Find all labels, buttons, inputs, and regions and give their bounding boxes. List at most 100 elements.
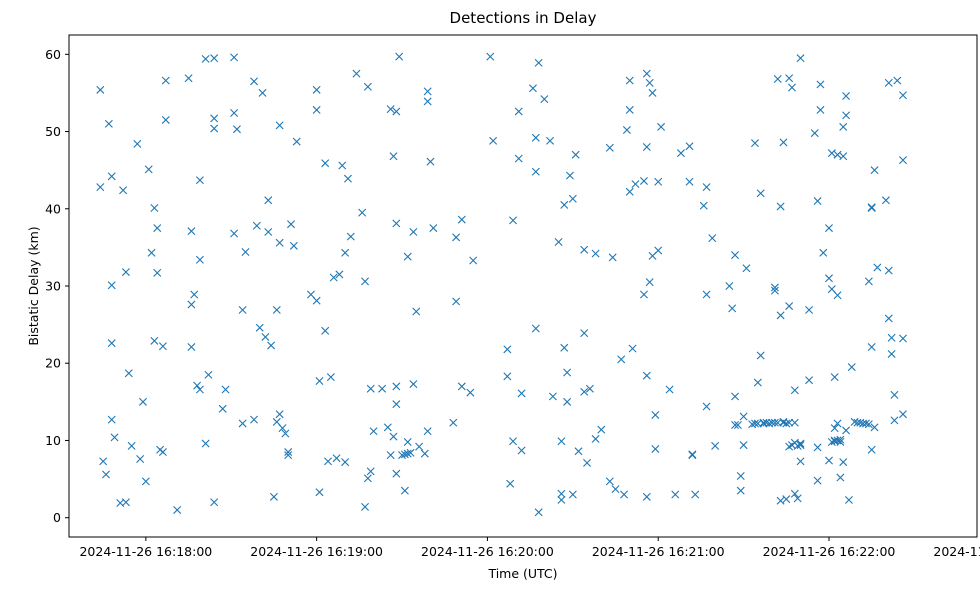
data-point [366,384,375,393]
data-point [839,458,848,467]
data-point [341,458,350,467]
data-point [833,419,842,428]
data-point [870,423,879,432]
data-point [699,201,708,210]
data-point [622,126,631,134]
y-tick-label: 0 [53,510,61,525]
data-point [620,490,629,499]
data-point [731,392,740,401]
data-point [665,385,674,394]
data-point [787,83,796,92]
data-point [742,264,751,273]
data-point [107,415,116,424]
data-point [739,412,748,421]
data-point [250,415,259,424]
chart-title: Detections in Delay [450,9,597,27]
data-point [756,189,765,198]
data-point [187,300,196,309]
data-point [392,400,401,409]
data-point [210,498,219,507]
data-point [153,224,162,233]
data-point [398,451,407,460]
data-point [409,227,418,236]
data-point [423,97,432,106]
data-point [232,125,241,134]
y-tick-label: 10 [45,433,61,448]
data-point [403,438,412,446]
data-point [426,157,435,166]
data-point [486,52,495,61]
data-point [676,149,685,158]
data-point [890,390,899,399]
data-point [452,297,461,306]
data-point [691,490,700,499]
data-point [605,143,614,152]
plot-area-frame [68,34,978,538]
data-point [796,457,805,466]
data-point [284,451,293,460]
data-point [361,502,370,511]
data-point [776,496,785,505]
data-point [867,445,876,454]
data-point [842,426,851,435]
data-point [315,377,324,385]
data-point [173,505,182,514]
data-point [779,418,788,427]
data-point [645,278,654,287]
data-point [341,248,350,257]
data-point [361,277,370,286]
data-point [580,329,589,338]
data-point [230,229,239,238]
data-point [292,137,301,146]
data-point [548,392,557,401]
data-point [335,270,344,279]
data-point [625,187,634,196]
data-point [813,443,822,452]
data-point [785,418,794,427]
data-point [352,69,361,78]
data-point [210,54,219,63]
data-point [150,336,159,345]
data-point [597,425,606,434]
data-point [386,451,395,460]
data-point [104,119,113,128]
data-point [782,495,791,504]
data-point [258,88,267,97]
data-point [819,248,828,257]
data-point [284,448,293,457]
data-point [628,344,637,353]
data-point [423,87,432,96]
data-point [654,177,663,186]
data-point [836,435,845,444]
data-point [275,238,284,247]
data-point [469,256,478,265]
data-point [651,410,660,419]
data-point [557,495,566,504]
y-axis-label: Bistatic Delay (km) [26,226,41,345]
data-point [503,345,512,354]
data-point [503,372,512,381]
data-point [625,76,634,85]
data-point [423,427,432,436]
data-point [702,290,711,299]
data-point [449,418,458,427]
data-point [611,485,620,494]
data-point [574,447,583,456]
data-point [759,419,768,428]
data-point [824,224,833,233]
data-point [107,339,116,348]
data-point [554,237,563,246]
data-point [221,385,230,394]
data-point [862,419,870,428]
data-point [571,150,580,159]
data-point [147,248,156,257]
data-point [785,74,794,83]
data-point [756,351,765,360]
data-point [605,477,614,486]
data-point [324,457,333,466]
data-point [591,434,600,443]
data-point [275,410,284,419]
data-point [531,133,540,142]
data-point [264,227,273,236]
